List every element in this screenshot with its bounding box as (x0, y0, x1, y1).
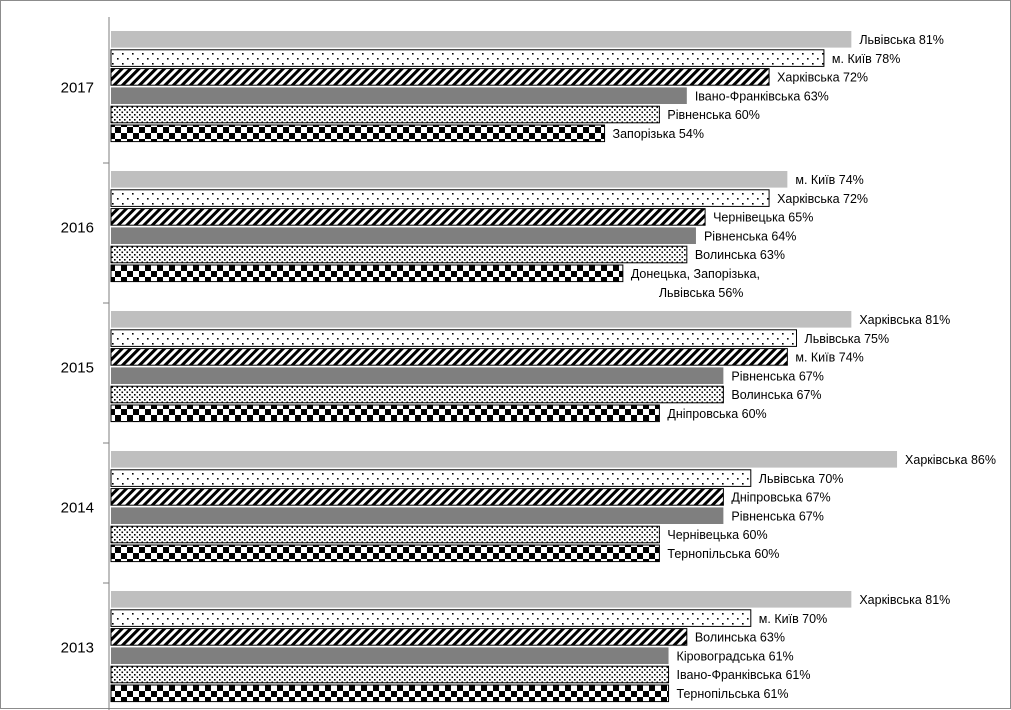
bar-2016-3 (110, 208, 706, 226)
bar-2013-4 (111, 647, 669, 664)
data-label-2016-3: Чернівецька 65% (713, 211, 813, 225)
data-label-2015-5: Волинська 67% (731, 388, 821, 402)
bar-2014-1 (111, 451, 898, 468)
data-label-2015-1: Харківська 81% (859, 313, 950, 327)
data-label-2016-6: Донецька, Запорізька, Львівська 56% (631, 267, 760, 300)
year-label-2015: 2015 (61, 359, 94, 376)
data-label-2015-6: Дніпровська 60% (667, 407, 766, 421)
data-label-2014-3: Дніпровська 67% (731, 491, 830, 505)
bar-2016-4 (111, 227, 696, 244)
bar-2015-4 (111, 367, 724, 384)
plot-area: 2017 Львівська 81% м. Київ 78% Харківська 7… (61, 17, 996, 710)
bar-2016-5 (110, 245, 688, 264)
bar-2017-2 (110, 49, 825, 67)
data-label-2014-4: Рівненська 67% (731, 509, 823, 523)
bar-2017-5 (110, 105, 660, 124)
data-label-2013-3: Волинська 63% (695, 631, 785, 645)
year-label-2016: 2016 (61, 219, 94, 236)
data-label-2017-3: Харківська 72% (777, 71, 868, 85)
data-label-2013-4: Кіровоградська 61% (677, 649, 794, 663)
bar-2014-2 (110, 469, 752, 487)
bar-2014-3 (110, 488, 724, 506)
bar-2014-4 (111, 507, 724, 524)
data-label-2015-3: м. Київ 74% (795, 351, 863, 365)
data-label-2017-6: Запорізька 54% (613, 127, 704, 141)
data-label-2017-5: Рівненська 60% (667, 108, 759, 122)
data-label-2016-1: м. Київ 74% (795, 173, 863, 187)
bar-2013-5 (110, 665, 670, 684)
data-label-2013-5: Івано-Франківська 61% (677, 668, 811, 682)
bar-2016-6 (110, 264, 624, 283)
bar-2017-1 (111, 31, 852, 48)
bar-2016-1 (111, 171, 788, 188)
data-label-2014-1: Харківська 86% (905, 453, 996, 467)
bar-2014-6 (110, 544, 660, 563)
year-label-2013: 2013 (61, 639, 94, 656)
data-label-2017-4: Івано-Франківська 63% (695, 89, 829, 103)
bar-2013-1 (111, 591, 852, 608)
data-label-2015-2: Львівська 75% (805, 332, 890, 346)
bar-2014-5 (110, 525, 660, 544)
data-label-2013-2: м. Київ 70% (759, 612, 827, 626)
bar-2015-6 (110, 404, 660, 423)
data-label-2013-6: Тернопільська 61% (677, 687, 789, 701)
bar-2013-2 (110, 609, 752, 627)
bar-2015-3 (110, 348, 788, 366)
bar-2017-4 (111, 87, 687, 104)
bar-2015-2 (110, 329, 797, 347)
bar-2013-3 (110, 628, 688, 646)
bar-2017-6 (110, 124, 606, 143)
year-label-2014: 2014 (61, 499, 94, 516)
bar-2016-2 (110, 189, 770, 207)
data-label-2016-2: Харківська 72% (777, 192, 868, 206)
data-label-2016-5: Волинська 63% (695, 248, 785, 262)
bar-2013-6 (110, 684, 670, 703)
year-label-2017: 2017 (61, 79, 94, 96)
bar-2017-3 (110, 68, 770, 86)
data-label-2015-4: Рівненська 67% (731, 369, 823, 383)
bar-2015-1 (111, 311, 852, 328)
data-label-2017-1: Львівська 81% (859, 33, 944, 47)
data-label-2013-1: Харківська 81% (859, 593, 950, 607)
data-label-2014-2: Львівська 70% (759, 472, 844, 486)
data-label-2016-4: Рівненська 64% (704, 229, 796, 243)
bar-2015-5 (110, 385, 724, 404)
data-label-2014-5: Чернівецька 60% (667, 528, 767, 542)
data-label-2014-6: Тернопільська 60% (667, 547, 779, 561)
data-label-2017-2: м. Київ 78% (832, 52, 900, 66)
